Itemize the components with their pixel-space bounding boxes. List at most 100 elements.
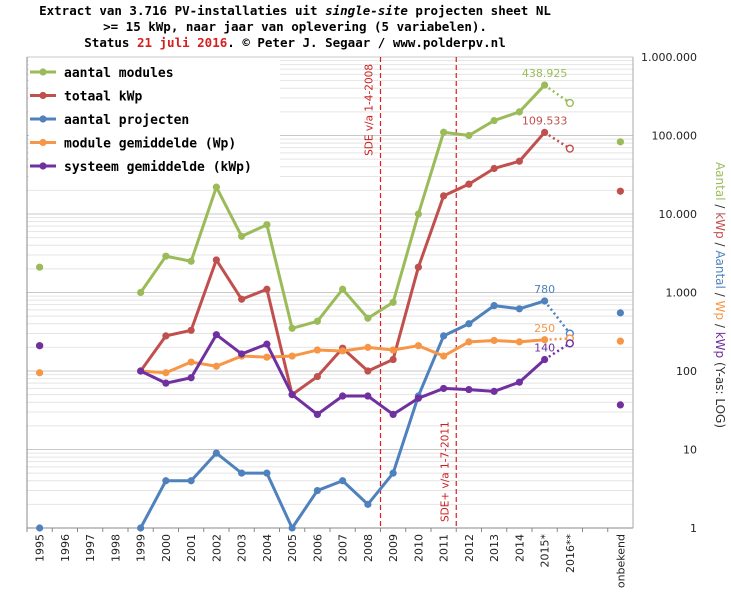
data-point xyxy=(162,477,170,485)
legend-swatch-dot xyxy=(39,138,47,147)
data-point xyxy=(137,367,145,375)
data-point xyxy=(541,297,549,305)
isolated-point xyxy=(616,187,624,195)
data-point xyxy=(440,332,448,340)
y-tick-label: 1.000.000 xyxy=(641,51,697,64)
data-point xyxy=(339,477,347,485)
legend-label: module gemiddelde (Wp) xyxy=(64,137,236,152)
x-tick-label: 1995 xyxy=(34,534,47,562)
data-point xyxy=(263,221,271,229)
isolated-point xyxy=(616,337,624,345)
legend-swatch-dot xyxy=(39,91,47,100)
data-point xyxy=(187,477,195,485)
data-point xyxy=(313,410,321,418)
y-tick-label: 10.000 xyxy=(659,208,698,221)
x-tick-label: 2014 xyxy=(513,534,526,562)
chart-legend: aantal modules totaal kWp aantal projecten… xyxy=(29,60,280,178)
data-point xyxy=(515,305,523,313)
x-tick-label: 2001 xyxy=(185,534,198,562)
estimated-point xyxy=(565,144,574,153)
data-point xyxy=(313,372,321,381)
data-point xyxy=(187,358,195,366)
data-point xyxy=(465,180,473,188)
x-tick-label: 2016** xyxy=(564,534,577,573)
data-point xyxy=(313,317,321,325)
x-tick-label: 2008 xyxy=(362,534,375,562)
data-point xyxy=(364,343,372,351)
legend-label: aantal projecten xyxy=(64,113,189,128)
data-label: 438.925 xyxy=(522,67,568,80)
data-point xyxy=(313,486,321,495)
title-line: Status 21 juli 2016. © Peter J. Segaar /… xyxy=(84,35,505,50)
right-axis-title-segment: / xyxy=(713,289,727,301)
title-segment: projecten sheet NL xyxy=(408,3,551,18)
data-point xyxy=(288,352,296,360)
data-label: 109.533 xyxy=(522,114,568,127)
data-point xyxy=(212,331,220,339)
data-point xyxy=(389,298,397,306)
isolated-point xyxy=(36,263,44,271)
legend-swatch-dot xyxy=(39,162,47,170)
chart-axes: 1 10 100 1.000 10.000 100.000 1.000.000 1995 199… xyxy=(26,51,698,588)
x-tick-label: 2004 xyxy=(261,534,274,562)
series-aantal-projecten: 780 xyxy=(36,283,624,532)
x-tick-label: 2011 xyxy=(438,534,451,562)
data-label: 140 xyxy=(534,342,555,355)
x-tick-label: 2010 xyxy=(412,534,425,562)
data-point xyxy=(414,342,422,350)
x-tick-label: 2015* xyxy=(539,534,552,568)
data-point xyxy=(541,355,549,364)
y-tick-label: 1.000 xyxy=(666,287,698,300)
data-point xyxy=(313,346,321,354)
chart-series: 438.925 109.533 780 250 140 xyxy=(36,67,624,532)
data-point xyxy=(238,469,246,477)
data-point xyxy=(440,192,448,200)
data-point xyxy=(288,524,296,532)
data-point xyxy=(440,352,448,360)
title-segment: Extract van 3.716 PV-installaties uit xyxy=(39,3,325,18)
x-tick-label: 1998 xyxy=(109,534,122,562)
right-axis-title-segment: (Y-as: LOG) xyxy=(713,358,727,428)
data-point xyxy=(238,295,246,303)
data-point xyxy=(238,232,246,240)
data-point xyxy=(212,183,220,191)
data-point xyxy=(515,108,523,116)
right-axis-label: Aantal / kWp / Aantal / Wp / kWp (Y-as: … xyxy=(713,162,727,428)
series-systeem-gemiddelde-kwp-: 140 xyxy=(36,331,624,418)
series-dotted-line xyxy=(544,337,570,342)
title-segment: Status xyxy=(84,35,137,50)
legend-label: systeem gemiddelde (kWp) xyxy=(64,160,252,175)
data-point xyxy=(440,128,448,136)
data-point xyxy=(414,210,422,218)
data-point xyxy=(162,252,170,260)
data-point xyxy=(212,449,220,457)
data-point xyxy=(515,338,523,346)
right-axis-title-segment: / xyxy=(713,201,727,213)
data-point xyxy=(364,500,372,508)
estimated-point xyxy=(565,339,574,348)
data-point xyxy=(364,314,372,322)
title-segment: >= 15 kWp, naar jaar van oplevering (5 v… xyxy=(103,19,487,34)
x-tick-label: 2012 xyxy=(463,534,476,562)
series-line xyxy=(139,299,546,530)
data-point xyxy=(490,302,498,310)
right-axis-title-segment: kWp xyxy=(713,212,727,238)
data-point xyxy=(490,336,498,345)
data-point xyxy=(339,347,347,355)
data-point xyxy=(490,164,498,173)
right-axis-title-segment: kWp xyxy=(713,332,727,358)
isolated-point xyxy=(36,524,44,532)
isolated-point xyxy=(616,401,624,409)
data-label: 250 xyxy=(534,322,555,335)
y-tick-label: 1 xyxy=(690,522,697,535)
y-tick-label: 10 xyxy=(683,444,697,457)
x-tick-label: 2005 xyxy=(286,534,299,562)
title-segment: 21 juli 2016 xyxy=(137,35,227,50)
x-tick-label: 2006 xyxy=(311,534,324,562)
data-point xyxy=(465,320,473,328)
data-point xyxy=(389,469,397,477)
isolated-point xyxy=(36,369,44,377)
right-axis-title-segment: Wp xyxy=(713,301,727,320)
data-point xyxy=(465,131,473,140)
